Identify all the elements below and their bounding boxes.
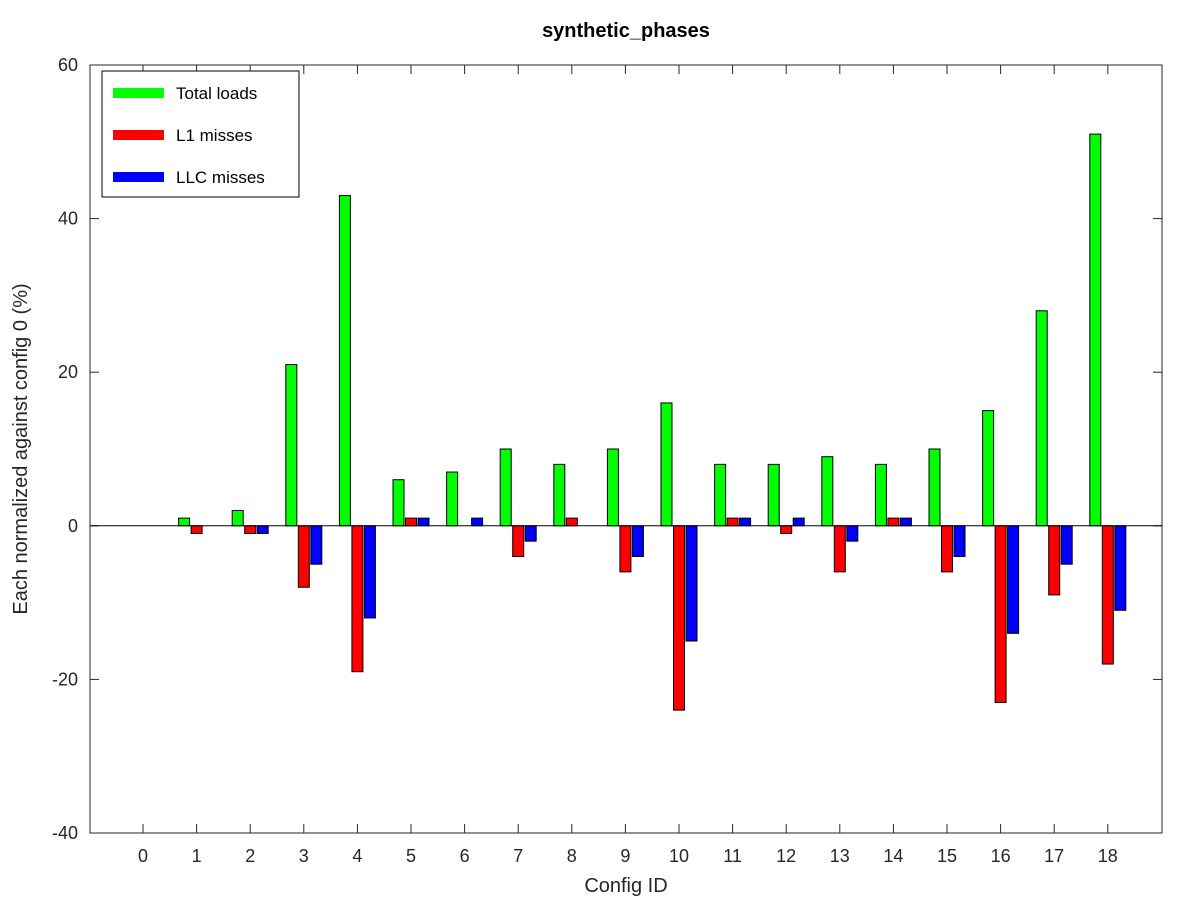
bar-l1-misses-2 [244,525,257,534]
bar-llc-misses-2 [256,525,269,534]
x-tick-label: 6 [460,846,470,866]
bar-total-loads-10 [660,402,673,527]
legend-label: L1 misses [176,126,253,145]
bar-total-loads-3 [285,364,298,527]
bar-total-loads-1 [178,517,191,527]
bar-llc-misses-7 [524,525,537,542]
x-tick-label: 7 [513,846,523,866]
x-tick-label: 10 [669,846,689,866]
x-tick-label: 1 [192,846,202,866]
bar-llc-misses-9 [631,525,644,558]
bar-total-loads-17 [1035,310,1048,527]
bar-total-loads-12 [767,463,780,527]
legend-label: Total loads [176,84,257,103]
bar-l1-misses-16 [994,525,1007,703]
bar-total-loads-15 [928,448,941,527]
legend-swatch-total-loads [113,88,164,98]
legend-label: LLC misses [176,168,265,187]
bar-llc-misses-15 [953,525,966,558]
bar-l1-misses-14 [887,517,900,527]
x-tick-label: 2 [245,846,255,866]
bar-total-loads-13 [821,456,834,527]
bar-total-loads-7 [499,448,512,527]
bar-l1-misses-9 [619,525,632,573]
y-tick-label: 20 [58,362,78,382]
x-axis-label: Config ID [584,875,667,897]
bar-l1-misses-7 [512,525,525,558]
x-tick-label: 4 [352,846,362,866]
bar-llc-misses-4 [363,525,376,619]
bar-llc-misses-10 [685,525,698,642]
x-tick-label: 8 [567,846,577,866]
bar-total-loads-14 [874,463,887,527]
bar-total-loads-5 [392,479,405,527]
bar-l1-misses-15 [941,525,953,573]
bar-llc-misses-5 [417,517,430,527]
legend-swatch-llc-misses [113,172,164,182]
plot-frame [89,64,1163,834]
x-tick-label: 13 [830,846,850,866]
y-tick-label: -20 [52,669,78,689]
bar-l1-misses-17 [1048,525,1061,596]
x-tick-label: 5 [406,846,416,866]
bar-total-loads-6 [446,471,459,527]
chart-title: synthetic_phases [542,20,710,42]
bar-total-loads-2 [231,509,244,527]
bar-l1-misses-10 [673,525,685,711]
bar-l1-misses-13 [833,525,846,573]
bar-llc-misses-6 [471,517,484,527]
y-axis-label: Each normalized against config 0 (%) [10,283,32,614]
bar-llc-misses-12 [792,517,805,527]
bar-total-loads-18 [1089,133,1102,527]
bar-llc-misses-17 [1060,525,1073,565]
bar-l1-misses-8 [565,517,578,527]
bar-l1-misses-12 [780,525,793,534]
bar-total-loads-4 [338,195,351,527]
bar-l1-misses-4 [351,525,364,673]
bar-llc-misses-13 [846,525,859,542]
bar-l1-misses-5 [405,517,417,527]
y-tick-label: 40 [58,209,78,229]
bar-l1-misses-18 [1101,525,1114,665]
x-tick-label: 16 [991,846,1011,866]
x-tick-label: 12 [776,846,796,866]
x-tick-label: 0 [138,846,148,866]
x-tick-label: 18 [1098,846,1118,866]
bar-llc-misses-14 [899,517,912,527]
y-tick-label: 60 [58,55,78,75]
x-tick-label: 11 [723,846,742,866]
x-tick-label: 3 [299,846,309,866]
x-tick-label: 17 [1044,846,1064,866]
bar-total-loads-9 [606,448,619,527]
bar-total-loads-8 [553,463,566,527]
x-tick-label: 14 [883,846,903,866]
bar-total-loads-16 [982,410,995,527]
bar-llc-misses-16 [1007,525,1020,634]
y-tick-label: -40 [52,823,78,843]
bar-llc-misses-3 [310,525,323,565]
x-tick-label: 9 [620,846,630,866]
bar-l1-misses-11 [726,517,739,527]
x-tick-label: 15 [937,846,957,866]
y-tick-label: 0 [68,516,78,536]
bar-llc-misses-18 [1114,525,1127,611]
legend-swatch-l1-misses [113,130,164,140]
legend: Total loads L1 misses LLC misses [101,70,300,198]
bar-llc-misses-11 [739,517,752,527]
bar-total-loads-11 [714,463,727,527]
bar-l1-misses-3 [297,525,310,588]
bar-l1-misses-1 [190,525,203,534]
